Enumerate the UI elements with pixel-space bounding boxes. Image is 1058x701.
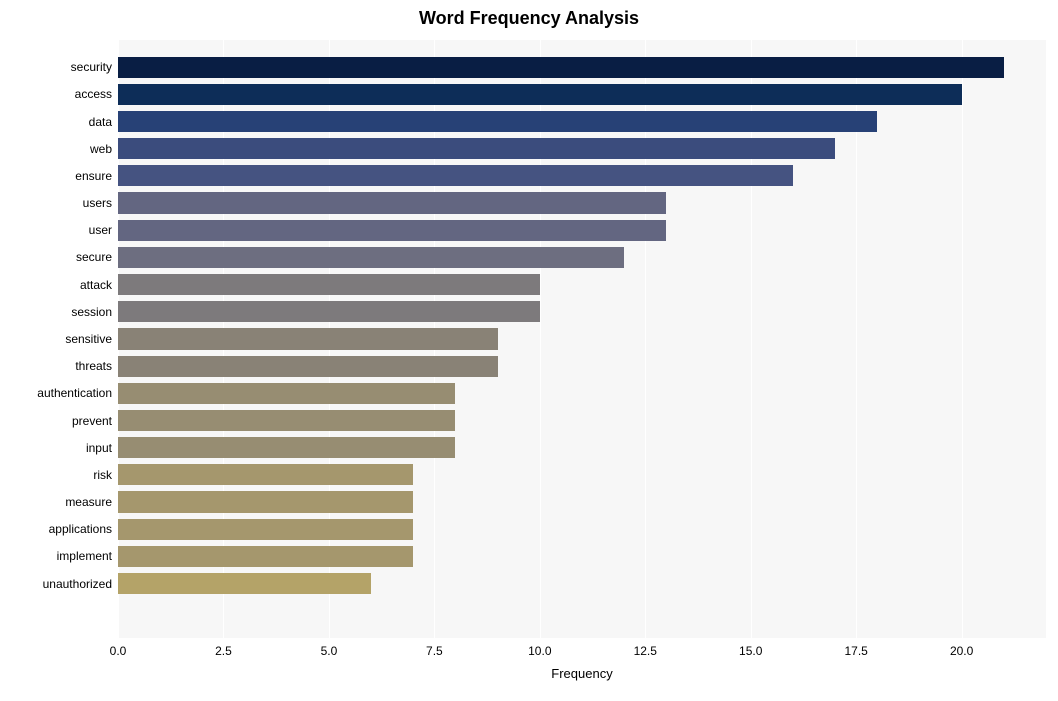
- y-tick-label: security: [71, 60, 118, 74]
- y-tick-label: attack: [80, 278, 118, 292]
- y-tick-label: authentication: [37, 386, 118, 400]
- bar: [118, 519, 413, 540]
- chart-title: Word Frequency Analysis: [0, 8, 1058, 29]
- bar: [118, 356, 498, 377]
- x-tick-label: 17.5: [844, 638, 867, 658]
- bar: [118, 165, 793, 186]
- y-tick-label: unauthorized: [43, 577, 118, 591]
- bar: [118, 138, 835, 159]
- x-tick-label: 5.0: [321, 638, 338, 658]
- bar: [118, 301, 540, 322]
- bar: [118, 573, 371, 594]
- bar: [118, 220, 666, 241]
- y-tick-label: session: [71, 305, 118, 319]
- y-tick-label: users: [83, 196, 118, 210]
- bar: [118, 546, 413, 567]
- x-tick-label: 2.5: [215, 638, 232, 658]
- bar: [118, 192, 666, 213]
- y-tick-label: secure: [76, 250, 118, 264]
- x-tick-label: 20.0: [950, 638, 973, 658]
- y-tick-label: applications: [49, 522, 118, 536]
- bar: [118, 464, 413, 485]
- y-tick-label: risk: [93, 468, 118, 482]
- bar: [118, 383, 455, 404]
- y-tick-label: measure: [65, 495, 118, 509]
- bar: [118, 274, 540, 295]
- x-tick-label: 10.0: [528, 638, 551, 658]
- bar: [118, 111, 877, 132]
- y-tick-label: access: [75, 87, 118, 101]
- x-gridline: [962, 40, 963, 638]
- y-tick-label: implement: [57, 549, 118, 563]
- y-tick-label: data: [89, 115, 118, 129]
- x-tick-label: 7.5: [426, 638, 443, 658]
- bar: [118, 57, 1004, 78]
- x-tick-label: 15.0: [739, 638, 762, 658]
- y-tick-label: sensitive: [65, 332, 118, 346]
- word-frequency-chart: Word Frequency Analysis 0.02.55.07.510.0…: [0, 0, 1058, 701]
- bar: [118, 491, 413, 512]
- y-tick-label: user: [89, 223, 118, 237]
- bar: [118, 328, 498, 349]
- bar: [118, 410, 455, 431]
- bar: [118, 437, 455, 458]
- x-axis-label: Frequency: [118, 666, 1046, 681]
- y-tick-label: input: [86, 441, 118, 455]
- bar: [118, 84, 962, 105]
- x-tick-label: 12.5: [634, 638, 657, 658]
- bar: [118, 247, 624, 268]
- x-tick-label: 0.0: [110, 638, 127, 658]
- y-tick-label: web: [90, 142, 118, 156]
- plot-area: 0.02.55.07.510.012.515.017.520.0Frequenc…: [118, 40, 1046, 638]
- y-tick-label: threats: [75, 359, 118, 373]
- y-tick-label: ensure: [75, 169, 118, 183]
- y-tick-label: prevent: [72, 414, 118, 428]
